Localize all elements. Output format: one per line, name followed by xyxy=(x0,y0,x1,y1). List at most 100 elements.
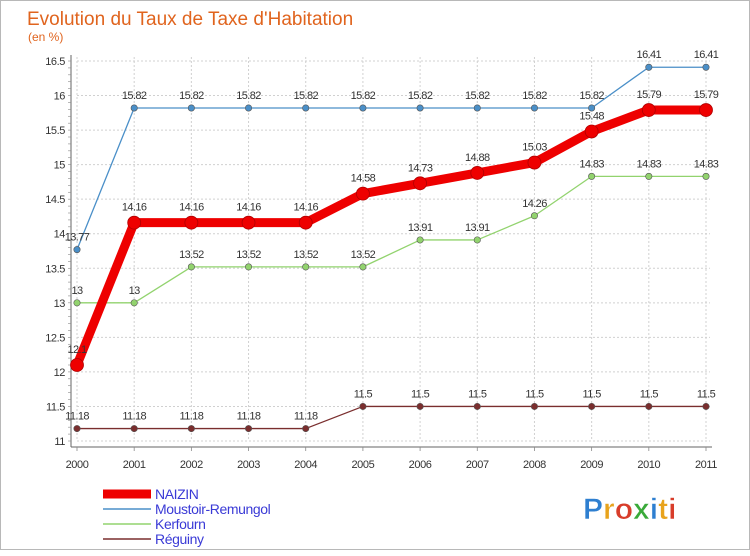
data-label-moustoir-remungol: 15.82 xyxy=(122,90,147,102)
y-tick-label: 13 xyxy=(54,298,66,310)
x-tick-label: 2005 xyxy=(351,459,374,471)
data-point-naizin xyxy=(70,358,84,372)
data-label-r-guiny: 11.5 xyxy=(354,388,373,400)
legend-label-naizin: NAIZIN xyxy=(155,486,199,502)
data-label-r-guiny: 11.5 xyxy=(697,388,716,400)
x-tick-label: 2006 xyxy=(409,459,432,471)
data-label-kerfourn: 13.52 xyxy=(236,249,261,261)
data-label-naizin: 14.58 xyxy=(351,173,376,185)
series-line-r-guiny xyxy=(76,405,707,430)
x-tick-label: 2002 xyxy=(180,459,203,471)
data-point-kerfourn xyxy=(187,263,195,271)
data-point-moustoir-remungol xyxy=(130,104,138,112)
data-label-kerfourn: 14.83 xyxy=(694,158,719,170)
data-label-kerfourn: 14.26 xyxy=(522,198,547,210)
data-label-r-guiny: 11.5 xyxy=(583,388,602,400)
data-label-kerfourn: 13.91 xyxy=(408,222,433,234)
y-tick-label: 13.5 xyxy=(45,263,65,275)
data-point-r-guiny xyxy=(473,402,481,410)
data-point-r-guiny xyxy=(130,425,138,433)
x-tick-label: 2004 xyxy=(294,459,317,471)
data-label-r-guiny: 11.18 xyxy=(180,411,204,423)
logo-letter: P xyxy=(583,493,603,526)
data-point-r-guiny xyxy=(645,402,653,410)
data-point-r-guiny xyxy=(359,402,367,410)
data-point-moustoir-remungol xyxy=(645,63,653,71)
data-label-naizin: 14.73 xyxy=(408,162,433,174)
x-tick-label: 2008 xyxy=(523,459,546,471)
data-label-moustoir-remungol: 15.82 xyxy=(522,90,547,102)
y-tick-label: 15.5 xyxy=(45,125,65,137)
y-tick-label: 16.5 xyxy=(45,56,65,68)
x-tick-label: 2011 xyxy=(695,459,717,471)
x-tick-label: 2009 xyxy=(580,459,603,471)
data-point-naizin xyxy=(298,215,313,230)
data-point-naizin xyxy=(127,215,142,230)
data-label-moustoir-remungol: 15.82 xyxy=(579,90,604,102)
data-label-kerfourn: 13.52 xyxy=(293,249,318,261)
logo-letter: i xyxy=(668,493,676,526)
y-tick-label: 11 xyxy=(54,436,65,448)
data-label-naizin: 15.79 xyxy=(637,89,662,101)
data-label-kerfourn: 14.83 xyxy=(579,158,604,170)
data-label-moustoir-remungol: 13.77 xyxy=(65,232,90,244)
data-point-r-guiny xyxy=(245,425,253,433)
data-label-kerfourn: 13 xyxy=(129,285,141,297)
data-point-moustoir-remungol xyxy=(416,104,424,112)
data-point-kerfourn xyxy=(645,172,653,180)
data-point-naizin xyxy=(584,124,599,139)
data-label-moustoir-remungol: 15.82 xyxy=(179,90,204,102)
data-point-kerfourn xyxy=(702,172,710,180)
data-point-r-guiny xyxy=(588,402,596,410)
data-label-naizin: 14.16 xyxy=(122,202,147,214)
data-point-naizin xyxy=(470,166,485,180)
data-label-kerfourn: 14.83 xyxy=(637,158,662,170)
data-label-kerfourn: 13.52 xyxy=(351,249,376,261)
logo-letter: i xyxy=(650,493,658,526)
y-tick-label: 14 xyxy=(54,229,66,241)
logo-letter: x xyxy=(633,493,650,526)
data-point-r-guiny xyxy=(530,402,538,410)
data-label-moustoir-remungol: 15.82 xyxy=(351,90,376,102)
x-tick-label: 2001 xyxy=(123,459,146,471)
x-tick-label: 2010 xyxy=(637,459,660,471)
axes: 11 11.5 12 12.5 13 13.5 14 14.5 15 15.5 16 16.5 2000… xyxy=(45,55,718,471)
x-tick-label: 2000 xyxy=(66,459,89,471)
data-label-naizin: 14.16 xyxy=(179,202,204,214)
data-label-naizin: 14.16 xyxy=(236,202,261,214)
data-label-r-guiny: 11.18 xyxy=(122,411,146,423)
data-label-r-guiny: 11.18 xyxy=(237,411,261,423)
data-point-kerfourn xyxy=(130,299,138,307)
data-label-kerfourn: 13.52 xyxy=(179,249,204,261)
data-point-r-guiny xyxy=(302,425,310,433)
data-point-naizin xyxy=(699,103,713,117)
data-point-naizin xyxy=(641,103,656,117)
data-labels: 13.77 15.82 15.82 15.82 15.82 15.82 15.82 15.82… xyxy=(65,49,720,423)
data-point-kerfourn xyxy=(588,172,596,180)
data-point-moustoir-remungol xyxy=(588,104,596,112)
series-line-naizin xyxy=(72,105,711,370)
data-point-moustoir-remungol xyxy=(245,104,253,112)
data-label-moustoir-remungol: 16.41 xyxy=(694,49,719,61)
data-label-moustoir-remungol: 15.82 xyxy=(236,90,261,102)
series xyxy=(70,63,713,433)
chart-title: Evolution du Taux de Taxe d'Habitation xyxy=(27,9,353,30)
data-label-moustoir-remungol: 15.82 xyxy=(465,90,490,102)
data-point-moustoir-remungol xyxy=(302,104,310,112)
y-tick-label: 11.5 xyxy=(46,401,65,413)
data-label-r-guiny: 11.5 xyxy=(468,388,487,400)
data-point-moustoir-remungol xyxy=(73,246,81,254)
data-label-r-guiny: 11.5 xyxy=(525,388,544,400)
data-point-r-guiny xyxy=(416,402,424,410)
chart-subtitle: (en %) xyxy=(28,30,63,44)
data-label-r-guiny: 11.5 xyxy=(411,388,430,400)
data-point-kerfourn xyxy=(245,263,253,271)
data-point-naizin xyxy=(413,176,427,191)
series-line-moustoir-remungol xyxy=(76,66,707,251)
legend-label-r-guiny: Réguiny xyxy=(155,531,204,547)
data-label-naizin: 14.88 xyxy=(465,152,490,164)
data-point-kerfourn xyxy=(530,212,538,220)
